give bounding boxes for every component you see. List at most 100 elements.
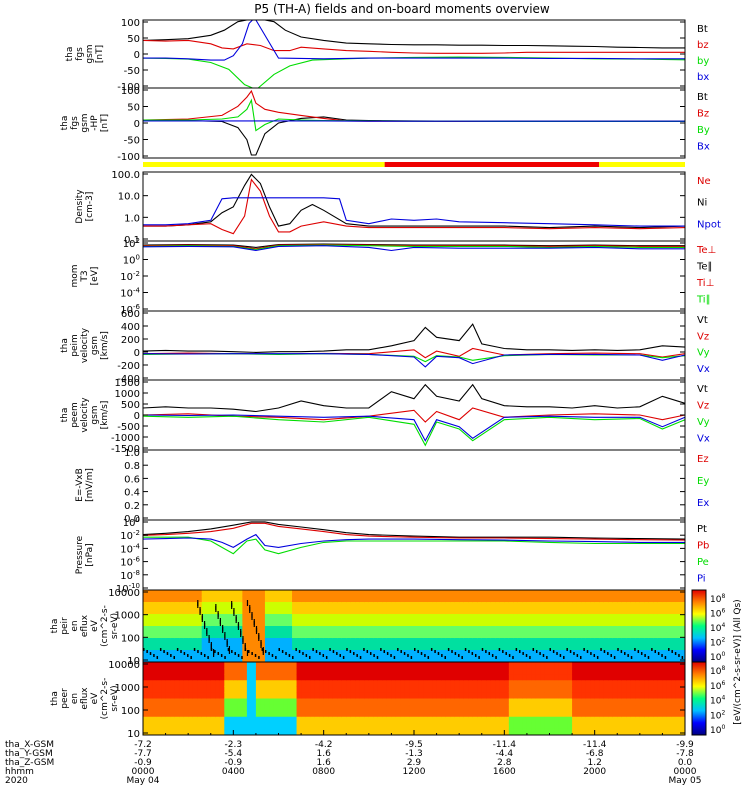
heatmap-cell bbox=[666, 710, 673, 718]
heatmap-cell bbox=[513, 614, 519, 621]
heatmap-cell bbox=[567, 710, 573, 718]
heatmap-cell bbox=[680, 704, 685, 712]
heatmap-cell bbox=[404, 608, 411, 615]
heatmap-cell bbox=[323, 608, 329, 615]
heatmap-cell bbox=[346, 590, 352, 597]
heatmap-cell bbox=[260, 716, 266, 724]
heatmap-cell bbox=[481, 602, 487, 609]
heatmap-cell bbox=[427, 722, 433, 730]
heatmap-cell bbox=[192, 608, 198, 615]
heatmap-cell bbox=[581, 704, 587, 712]
heatmap-cell bbox=[630, 644, 636, 651]
heatmap-cell bbox=[423, 662, 429, 669]
heatmap-cell bbox=[283, 596, 289, 603]
heatmap-cell bbox=[156, 716, 162, 724]
heatmap-cell bbox=[287, 728, 293, 735]
heatmap-cell bbox=[626, 668, 632, 675]
y-axis-label: tha bbox=[65, 47, 75, 62]
heatmap-cell bbox=[576, 728, 582, 735]
heatmap-cell bbox=[337, 674, 343, 681]
heatmap-cell bbox=[535, 626, 542, 633]
heatmap-cell bbox=[594, 596, 600, 603]
heatmap-cell bbox=[296, 716, 302, 724]
heatmap-cell bbox=[192, 650, 198, 657]
heatmap-cell bbox=[648, 596, 654, 603]
heatmap-cell bbox=[233, 590, 239, 597]
heatmap-cell bbox=[404, 650, 411, 657]
heatmap-cell bbox=[337, 590, 343, 597]
heatmap-cell bbox=[544, 662, 551, 669]
y-axis-label: Density bbox=[75, 189, 85, 224]
heatmap-cell bbox=[508, 716, 514, 724]
heatmap-cell bbox=[301, 656, 307, 662]
heatmap-cell bbox=[576, 614, 582, 621]
y-axis-label: Pressure bbox=[75, 535, 85, 574]
heatmap-cell bbox=[346, 656, 352, 662]
heatmap-cell bbox=[517, 716, 523, 724]
heatmap-cell bbox=[143, 614, 149, 621]
heatmap-cell bbox=[341, 638, 347, 645]
heatmap-cell bbox=[459, 626, 465, 633]
heatmap-cell bbox=[377, 596, 383, 603]
heatmap-cell bbox=[143, 710, 149, 718]
heatmap-cell bbox=[233, 668, 239, 675]
heatmap-cell bbox=[197, 638, 203, 645]
heatmap-cell bbox=[314, 680, 320, 687]
date-label: May 04 bbox=[127, 776, 160, 786]
heatmap-cell bbox=[201, 614, 207, 621]
heatmap-cell bbox=[161, 632, 167, 639]
heatmap-cell bbox=[233, 722, 239, 730]
legend-entry: Bt bbox=[697, 92, 708, 103]
heatmap-cell bbox=[418, 608, 424, 615]
heatmap-cell bbox=[210, 614, 216, 621]
heatmap-cell bbox=[260, 668, 266, 675]
heatmap-cell bbox=[179, 626, 185, 633]
heatmap-cell bbox=[364, 638, 370, 645]
heatmap-noise bbox=[563, 656, 565, 659]
heatmap-cell bbox=[201, 728, 207, 735]
heatmap-cell bbox=[626, 656, 632, 662]
heatmap-cell bbox=[242, 614, 248, 621]
heatmap-cell bbox=[535, 716, 542, 724]
heatmap-cell bbox=[233, 698, 239, 706]
heatmap-cell bbox=[554, 704, 560, 712]
y-axis-label: T3 bbox=[80, 270, 90, 282]
heatmap-cell bbox=[490, 668, 496, 675]
heatmap-cell bbox=[391, 710, 397, 718]
heatmap-cell bbox=[450, 680, 456, 687]
heatmap-cell bbox=[174, 626, 180, 633]
legend-entry: Vx bbox=[697, 364, 710, 375]
heatmap-cell bbox=[337, 704, 343, 712]
heatmap-cell bbox=[255, 596, 262, 603]
heatmap-cell bbox=[454, 602, 460, 609]
heatmap-cell bbox=[296, 668, 302, 675]
heatmap-cell bbox=[639, 608, 645, 615]
heatmap-cell bbox=[544, 710, 551, 718]
heatmap-cell bbox=[355, 674, 361, 681]
heatmap-cell bbox=[305, 590, 311, 597]
heatmap-noise bbox=[220, 654, 223, 657]
heatmap-cell bbox=[639, 704, 645, 712]
legend-entry: Vt bbox=[697, 315, 708, 326]
heatmap-cell bbox=[477, 620, 483, 627]
heatmap-cell bbox=[594, 644, 600, 651]
heatmap-cell bbox=[161, 638, 167, 645]
heatmap-cell bbox=[657, 722, 664, 730]
heatmap-cell bbox=[648, 656, 654, 662]
heatmap-cell bbox=[454, 614, 460, 621]
heatmap-cell bbox=[490, 686, 496, 694]
heatmap-cell bbox=[590, 650, 596, 657]
heatmap-cell bbox=[206, 698, 212, 706]
heatmap-cell bbox=[179, 680, 185, 687]
y-tick-label: -1500 bbox=[111, 444, 140, 455]
heatmap-cell bbox=[188, 698, 194, 706]
heatmap-cell bbox=[662, 644, 668, 651]
heatmap-cell bbox=[671, 650, 677, 657]
heatmap-cell bbox=[418, 614, 424, 621]
heatmap-cell bbox=[264, 650, 271, 657]
heatmap-cell bbox=[567, 728, 573, 735]
heatmap-cell bbox=[404, 662, 411, 669]
heatmap-cell bbox=[161, 602, 167, 609]
heatmap-cell bbox=[554, 710, 560, 718]
heatmap-noise bbox=[217, 652, 220, 655]
